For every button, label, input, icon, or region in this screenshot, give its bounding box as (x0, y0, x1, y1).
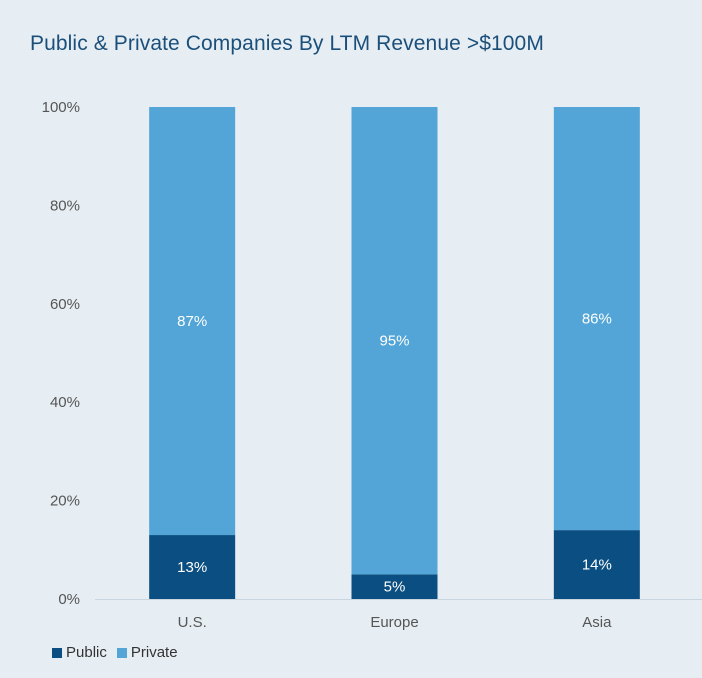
x-tick-label: U.S. (178, 614, 207, 631)
y-tick-label: 0% (58, 591, 80, 608)
legend-swatch-public (52, 647, 62, 658)
data-label: 14% (582, 557, 612, 574)
bar-public-europe (351, 574, 438, 599)
y-tick-label: 60% (50, 296, 80, 313)
bar-private-us (149, 107, 236, 536)
bar-public-asia (553, 530, 640, 599)
bar-private-europe (351, 107, 438, 575)
data-label: 86% (582, 311, 612, 328)
y-tick-label: 80% (50, 197, 80, 214)
y-tick-label: 20% (50, 493, 80, 510)
chart-title: Public & Private Companies By LTM Revenu… (30, 32, 544, 55)
stacked-bar-chart: 0% 20% 40% 60% 80% 100% 13% 87% U.S. 5% 95% Europe 1… (42, 99, 702, 631)
y-tick-label: 40% (50, 394, 80, 411)
data-label: 95% (379, 333, 409, 350)
x-tick-label: Europe (370, 614, 418, 631)
legend-swatch-private (116, 647, 127, 658)
x-tick-label: Asia (582, 614, 612, 631)
legend-item-private: Private (116, 644, 178, 661)
legend-label-private: Private (130, 644, 178, 661)
y-tick-label: 100% (42, 99, 80, 116)
bar-public-us (149, 535, 236, 599)
legend: Public Private (52, 644, 188, 661)
bar-private-asia (553, 107, 640, 531)
data-label: 5% (384, 579, 406, 596)
legend-item-public: Public (52, 644, 107, 661)
data-label: 87% (177, 313, 207, 330)
legend-label-public: Public (66, 644, 107, 661)
data-label: 13% (177, 559, 207, 576)
